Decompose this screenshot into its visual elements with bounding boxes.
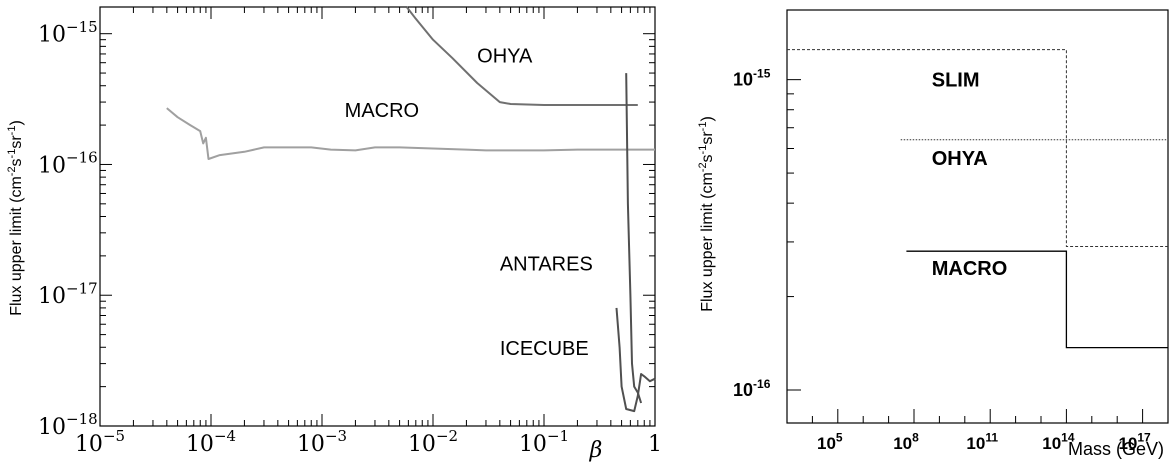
left-x-tick-label-exponent: −1 — [547, 427, 569, 445]
left-y-tick-label-exponent: −15 — [66, 18, 98, 36]
right-x-tick-label: 1017 — [1118, 430, 1151, 453]
left-plot-frame — [99, 6, 656, 427]
left-series-label-icecube: ICECUBE — [500, 338, 589, 360]
left-x-tick-label: 10−2 — [408, 427, 458, 457]
left-series-line-macro — [166, 107, 655, 160]
left-y-tick-label: 10−16 — [38, 149, 98, 179]
right-series-line-macro — [906, 250, 1168, 349]
left-series: MACRO OHYA ANTARES ICECUBE — [166, 6, 656, 413]
right-x-tick-label-base: 10 — [817, 434, 836, 453]
left-x-tick-label-exponent: −3 — [325, 427, 347, 445]
right-x-tick-label-exponent: 17 — [1137, 430, 1151, 444]
left-series-label-antares: ANTARES — [500, 253, 593, 275]
left-y-axis-label: Flux upper limit (cm-2s-1sr-1) — [6, 120, 25, 316]
right-y-tick-label-exponent: -15 — [753, 67, 771, 81]
left-y-tick-label: 10−15 — [38, 18, 98, 48]
left-y-tick-label-exponent: −18 — [66, 410, 98, 428]
left-series-line-antares — [625, 73, 643, 404]
left-x-tick-label-base: 10 — [297, 432, 325, 457]
right-x-tick-label-exponent: 14 — [1061, 430, 1075, 444]
left-series-label-macro: MACRO — [345, 100, 419, 122]
left-x-tick-label-base: 10 — [519, 432, 547, 457]
right-x-tick-label: 1011 — [966, 430, 998, 453]
left-x-tick-label-exponent: −5 — [103, 427, 125, 445]
right-x-tick-label-exponent: 8 — [912, 430, 919, 444]
right-x-tick-label: 108 — [893, 430, 919, 453]
right-plot-frame — [786, 9, 1169, 424]
right-x-tick-label-base: 10 — [1042, 434, 1061, 453]
right-x-tick-label-exponent: 5 — [836, 430, 843, 444]
left-y-tick-label-exponent: −16 — [66, 149, 98, 167]
left-series-line-icecube — [615, 307, 656, 413]
right-y-tick-label: 10-15 — [733, 67, 771, 90]
left-y-tick-label-exponent: −17 — [66, 279, 98, 297]
right-y-tick-label: 10-16 — [733, 377, 771, 400]
right-y-tick-label-base: 10 — [733, 380, 753, 400]
left-x-tick-label-base: 10 — [186, 432, 214, 457]
left-x-tick-label: 10−3 — [297, 427, 347, 457]
left-x-ticks: 10−5 10−4 10−3 10−2 10−1 1 — [75, 7, 662, 457]
left-x-tick-label: 1 — [648, 432, 662, 457]
left-chart: Flux upper limit (cm-2s-1sr-1) β 10−5 10−… — [6, 6, 662, 463]
right-x-tick-label-exponent: 11 — [985, 430, 998, 444]
left-y-tick-label: 10−18 — [38, 410, 98, 440]
left-series-line-ohya — [405, 6, 638, 106]
right-y-tick-label-base: 10 — [733, 70, 753, 90]
left-x-axis-label: β — [589, 438, 603, 463]
left-x-tick-label: 10−5 — [75, 427, 125, 457]
left-x-tick-label-exponent: −2 — [436, 427, 458, 445]
left-x-tick-label: 10−4 — [186, 427, 236, 457]
right-series-line-slim — [787, 49, 1168, 247]
left-y-tick-label: 10−17 — [38, 279, 98, 309]
left-x-tick-label-exponent: −4 — [214, 427, 236, 445]
right-y-axis-label: Flux upper limit (cm-2s-1sr-1) — [697, 116, 716, 312]
right-series: SLIM OHYA MACRO — [787, 49, 1168, 349]
right-series-label-macro: MACRO — [932, 258, 1008, 280]
right-x-axis-label: Mass (GeV) — [1068, 439, 1164, 459]
right-x-tick-label: 1014 — [1042, 430, 1075, 453]
right-series-label-ohya: OHYA — [932, 148, 988, 170]
left-x-tick-label: 10−1 — [519, 427, 569, 457]
left-y-tick-label-base: 10 — [38, 415, 66, 440]
left-x-tick-label-base: 1 — [648, 432, 662, 457]
right-x-tick-label-base: 10 — [1118, 434, 1137, 453]
right-series-label-slim: SLIM — [932, 70, 980, 92]
left-x-tick-label-base: 10 — [408, 432, 436, 457]
right-x-tick-label: 105 — [817, 430, 843, 453]
right-x-tick-label-base: 10 — [966, 434, 985, 453]
right-y-tick-label-exponent: -16 — [753, 377, 771, 391]
right-x-tick-label-base: 10 — [893, 434, 912, 453]
left-y-tick-label-base: 10 — [38, 23, 66, 48]
left-x-tick-label-base: 10 — [75, 432, 103, 457]
left-y-tick-label-base: 10 — [38, 284, 66, 309]
right-x-ticks: 105 108 1011 1014 1017 — [786, 409, 1169, 453]
right-chart: Flux upper limit (cm-2s-1sr-1) Mass (GeV… — [697, 9, 1169, 459]
left-series-label-ohya: OHYA — [477, 46, 533, 68]
left-y-tick-label-base: 10 — [38, 153, 66, 178]
